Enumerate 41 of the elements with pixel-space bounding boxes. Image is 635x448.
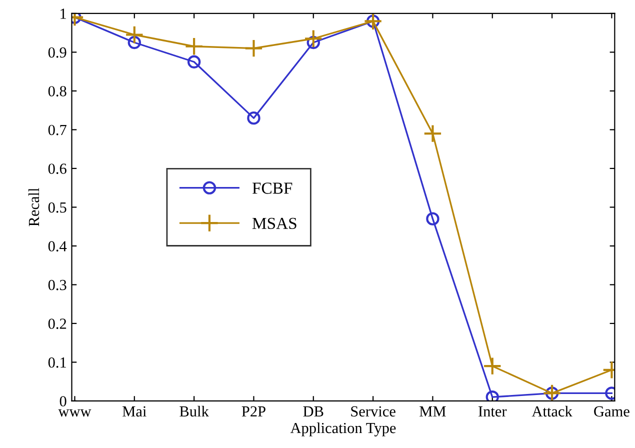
point [364, 13, 382, 31]
y-axis-title: Recall [28, 188, 40, 226]
point [187, 55, 201, 68]
x-tick-label: DB [303, 406, 324, 416]
point [482, 356, 502, 376]
point [486, 390, 499, 401]
x-tick-label: Mai [122, 406, 146, 417]
y-tick-label: 0.9 [48, 47, 66, 58]
y-tick-label: 0.4 [48, 241, 67, 252]
point [128, 36, 141, 50]
y-tick-label: 0 [60, 396, 66, 406]
y-tick-label: 0.5 [48, 202, 66, 213]
x-tick-label: Bulk [180, 406, 209, 417]
point [423, 124, 442, 143]
legend-label: MSAS [252, 218, 296, 230]
point [247, 111, 260, 125]
y-tick-label: 0.2 [48, 318, 66, 329]
point [545, 386, 559, 400]
point [306, 36, 320, 50]
x-tick-label: www [58, 409, 92, 417]
point [125, 25, 144, 44]
y-tick-label: 0.6 [48, 164, 66, 174]
y-tick-label: 0.1 [48, 357, 66, 368]
x-tick-label: Game [594, 406, 630, 417]
point [426, 212, 440, 226]
y-tick-label: 1 [60, 8, 66, 19]
x-tick-label: Inter [478, 406, 507, 417]
x-tick-label: P2P [242, 406, 266, 416]
point [184, 37, 204, 56]
point [304, 29, 323, 48]
point [244, 38, 264, 58]
y-tick-label: 0.8 [48, 86, 66, 96]
x-axis-title: Application Type [290, 422, 396, 436]
x-tick-label: Service [351, 406, 396, 417]
y-tick-label: 0.7 [48, 124, 66, 136]
point [366, 14, 380, 28]
point [542, 384, 562, 401]
y-tick-label: 0.3 [48, 280, 66, 290]
x-tick-label: MM [420, 406, 446, 416]
x-tick-label: Attack [532, 406, 572, 417]
legend-label: FCBF [252, 182, 292, 194]
